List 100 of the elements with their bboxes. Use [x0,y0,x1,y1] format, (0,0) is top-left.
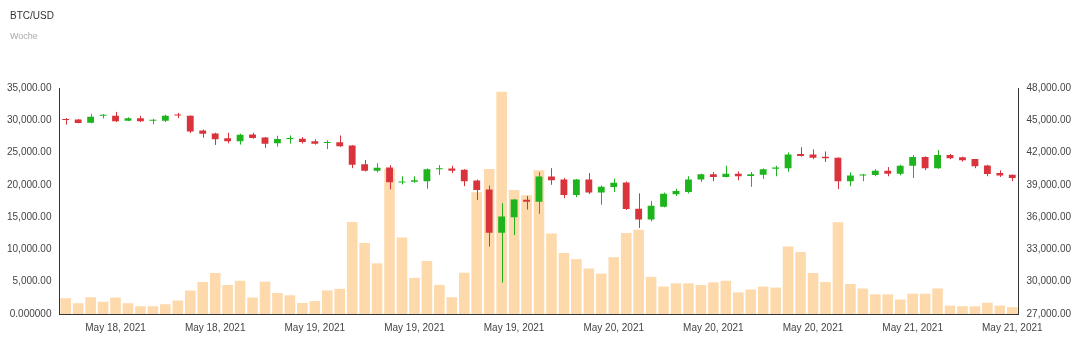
bar [670,283,682,314]
y2-tick-label: 36,000.00 [1026,210,1072,222]
y2-tick-label: 48,000.00 [1026,81,1072,93]
bar [558,252,570,314]
bar [284,295,296,314]
candlestick [435,164,443,176]
bar [770,287,781,314]
bar [396,237,408,314]
candlestick [647,200,655,222]
bar [845,283,856,314]
x-tick-label: May 21, 2021 [882,321,944,333]
bar [1006,307,1018,314]
bar [894,299,906,314]
bar [795,252,806,314]
bar [234,280,246,314]
bar [421,261,433,314]
chart-title: BTC/USD [10,10,54,21]
bar [820,282,831,314]
y2-tick-label: 30,000.00 [1026,275,1072,287]
bar [97,301,109,314]
x-tick-label: May 20, 2021 [683,321,745,333]
bar [645,276,657,314]
bar [633,229,644,314]
bar [620,232,632,314]
y-tick-label: 0.000000 [9,307,52,319]
bar [757,286,769,314]
candlestick [386,164,393,190]
x-tick-label: May 19, 2021 [384,321,446,333]
bar [384,168,395,314]
y-tick-label: 15,000.00 [6,210,52,222]
x-tick-label: May 20, 2021 [583,321,645,333]
bar [110,297,121,314]
bar [957,306,968,314]
bar [72,303,84,314]
x-tick-label: May 18, 2021 [184,321,246,333]
bar [583,268,595,314]
y-tick-label: 5,000.00 [12,275,52,287]
y2-tick-label: 33,000.00 [1026,243,1072,255]
y-tick-label: 30,000.00 [6,114,52,126]
y-tick-label: 35,000.00 [6,81,52,93]
x-tick-label: May 19, 2021 [483,321,545,333]
bar [695,284,707,314]
candlestick [635,192,643,229]
y-tick-label: 25,000.00 [6,146,52,158]
candlestick [597,185,605,206]
bar [446,297,458,314]
bar [807,273,819,314]
bar [708,282,719,314]
candlestick [909,154,917,179]
candlestick [585,172,593,195]
bar [496,91,507,314]
x-tick-label: May 18, 2021 [85,321,147,333]
bar [782,246,794,314]
y2-tick-label: 45,000.00 [1026,114,1072,126]
bar [309,301,321,314]
y-tick-label: 20,000.00 [6,178,52,190]
bar [371,263,383,314]
bar [932,288,943,314]
bar [521,195,532,314]
bar [994,305,1006,314]
bar [247,297,258,314]
candlestick [348,144,356,169]
y2-tick-label: 39,000.00 [1026,178,1072,190]
candlestick [834,156,842,190]
candlestick [560,177,568,199]
bar [919,293,931,314]
candlestick [286,134,294,145]
candlestick [473,179,481,201]
bar [259,281,271,314]
bar [172,300,184,314]
bar [434,284,445,314]
bar [969,306,981,314]
bar [907,293,918,314]
x-tick-label: May 19, 2021 [284,321,346,333]
y2-tick-label: 42,000.00 [1026,146,1072,158]
bar [658,286,669,314]
bar [409,277,420,314]
chart-subtitle: Woche [10,31,38,41]
bar [60,298,72,314]
y2-tick-label: 27,000.00 [1026,307,1072,319]
bar [346,221,358,314]
bar [832,222,844,314]
candlestick [784,151,792,173]
candlestick [62,117,70,126]
bar [359,242,370,314]
bar [546,233,557,314]
bar [209,273,221,314]
x-tick-label: May 21, 2021 [981,321,1044,333]
candlestick [423,168,431,190]
bar [982,302,993,314]
candlestick [934,149,941,170]
bar [122,303,134,314]
bar [160,304,171,314]
bar [135,306,146,314]
bar [222,284,233,314]
candlestick [572,178,580,198]
bar [944,305,956,314]
y-tick-label: 10,000.00 [6,243,52,255]
bar [683,283,694,314]
bar [147,306,159,314]
